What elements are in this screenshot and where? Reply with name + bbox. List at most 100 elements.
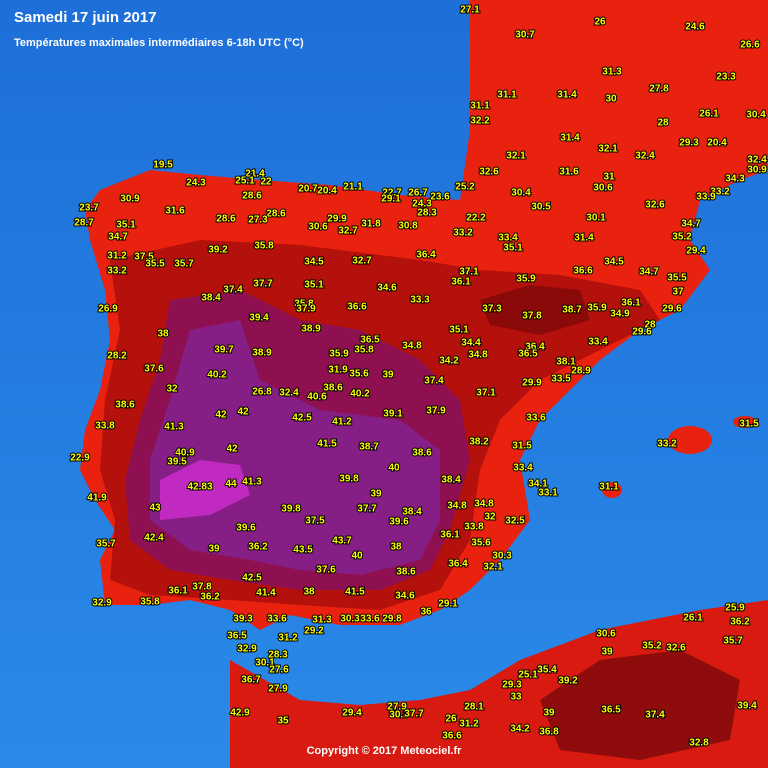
station-value: 30.4 — [511, 188, 531, 199]
station-value: 34.7 — [681, 219, 701, 230]
station-value: 32.6 — [666, 643, 686, 654]
station-value: 39.3 — [233, 614, 253, 625]
station-value: 22.2 — [466, 213, 486, 224]
station-value: 19.5 — [153, 160, 173, 171]
station-value: 26.9 — [98, 304, 118, 315]
station-value: 31.8 — [361, 219, 381, 230]
station-value: 44 — [225, 479, 237, 490]
station-value: 30.9 — [747, 165, 767, 176]
station-value: 28.6 — [242, 191, 262, 202]
station-value: 32.9 — [237, 644, 257, 655]
station-value: 34.8 — [402, 341, 422, 352]
station-value: 25.2 — [455, 182, 475, 193]
station-value: 31.2 — [459, 719, 479, 730]
station-value: 36.5 — [518, 349, 538, 360]
station-value: 33.8 — [95, 421, 115, 432]
station-value: 28.7 — [74, 218, 94, 229]
station-value: 26 — [445, 714, 457, 725]
station-value: 27.9 — [387, 702, 407, 713]
station-value: 36.4 — [448, 559, 468, 570]
station-value: 34.6 — [377, 283, 397, 294]
station-value: 30 — [605, 94, 617, 105]
station-value: 31.4 — [560, 133, 580, 144]
station-value: 31.1 — [497, 90, 517, 101]
station-value: 35.1 — [503, 243, 523, 254]
station-value: 31.2 — [278, 633, 298, 644]
station-value: 28.1 — [464, 702, 484, 713]
copyright: Copyright © 2017 Meteociel.fr — [307, 745, 463, 757]
station-value: 32.4 — [279, 388, 299, 399]
station-value: 43 — [149, 503, 161, 514]
station-value: 32.1 — [598, 144, 618, 155]
station-value: 39 — [382, 370, 394, 381]
station-value: 28 — [657, 118, 669, 129]
station-value: 37.9 — [296, 304, 316, 315]
station-value: 29.3 — [502, 680, 522, 691]
station-value: 36.4 — [525, 342, 545, 353]
station-value: 24.6 — [685, 22, 705, 33]
station-value: 42.5 — [242, 573, 262, 584]
station-value: 37.1 — [459, 267, 479, 278]
station-value: 30.4 — [746, 110, 766, 121]
station-value: 36.5 — [227, 631, 247, 642]
station-value: 30.3 — [389, 710, 409, 721]
title: Samedi 17 juin 2017 — [14, 9, 157, 26]
station-value: 43.5 — [293, 545, 313, 556]
station-value: 35.7 — [174, 259, 194, 270]
station-value: 31.6 — [559, 167, 579, 178]
station-value: 26.6 — [740, 40, 760, 51]
zone-africa-hot — [540, 650, 740, 760]
station-value: 34.2 — [510, 724, 530, 735]
station-value: 30.6 — [596, 629, 616, 640]
station-value: 41.2 — [332, 417, 352, 428]
station-value: 39.2 — [558, 676, 578, 687]
station-value: 42.83 — [187, 482, 212, 493]
station-value: 20.4 — [317, 186, 337, 197]
station-value: 29.8 — [382, 614, 402, 625]
station-value: 34.4 — [461, 338, 481, 349]
station-value: 33.6 — [267, 614, 287, 625]
station-value: 38.7 — [359, 442, 379, 453]
station-value: 33.4 — [513, 463, 533, 474]
station-value: 27.6 — [269, 665, 289, 676]
station-value: 35.5 — [145, 259, 165, 270]
station-value: 24.3 — [186, 178, 206, 189]
station-value: 34.8 — [447, 501, 467, 512]
station-value: 39.4 — [737, 701, 757, 712]
station-value: 43.7 — [332, 536, 352, 547]
station-value: 35.1 — [449, 325, 469, 336]
station-value: 37.4 — [424, 376, 444, 387]
station-value: 27.3 — [248, 215, 268, 226]
zone-peak — [160, 460, 250, 520]
station-value: 32.6 — [645, 200, 665, 211]
station-value: 37.1 — [476, 388, 496, 399]
station-value: 32.5 — [505, 516, 525, 527]
station-value: 36.4 — [416, 250, 436, 261]
station-value: 33.3 — [410, 295, 430, 306]
station-value: 28 — [644, 320, 656, 331]
station-value: 35.8 — [254, 241, 274, 252]
station-value: 37.7 — [404, 709, 424, 720]
station-value: 37.5 — [305, 516, 325, 527]
station-value: 32.7 — [352, 256, 372, 267]
station-value: 38.2 — [469, 437, 489, 448]
station-value: 30.1 — [586, 213, 606, 224]
station-value: 35.5 — [667, 273, 687, 284]
station-value: 28.3 — [417, 208, 437, 219]
station-value: 36.6 — [442, 731, 462, 742]
station-value: 37.9 — [426, 406, 446, 417]
subtitle: Températures maximales intermédiaires 6-… — [14, 37, 304, 49]
station-value: 35.8 — [140, 597, 160, 608]
station-value: 38 — [157, 329, 169, 340]
station-value: 40.6 — [307, 392, 327, 403]
station-value: 35.9 — [329, 349, 349, 360]
station-value: 39.5 — [167, 457, 187, 468]
station-value: 35 — [277, 716, 289, 727]
station-value: 39 — [208, 544, 220, 555]
station-value: 29.4 — [342, 708, 362, 719]
station-value: 32.4 — [747, 155, 767, 166]
station-value: 37.3 — [482, 304, 502, 315]
station-value: 34.9 — [610, 309, 630, 320]
station-value: 34.3 — [725, 174, 745, 185]
